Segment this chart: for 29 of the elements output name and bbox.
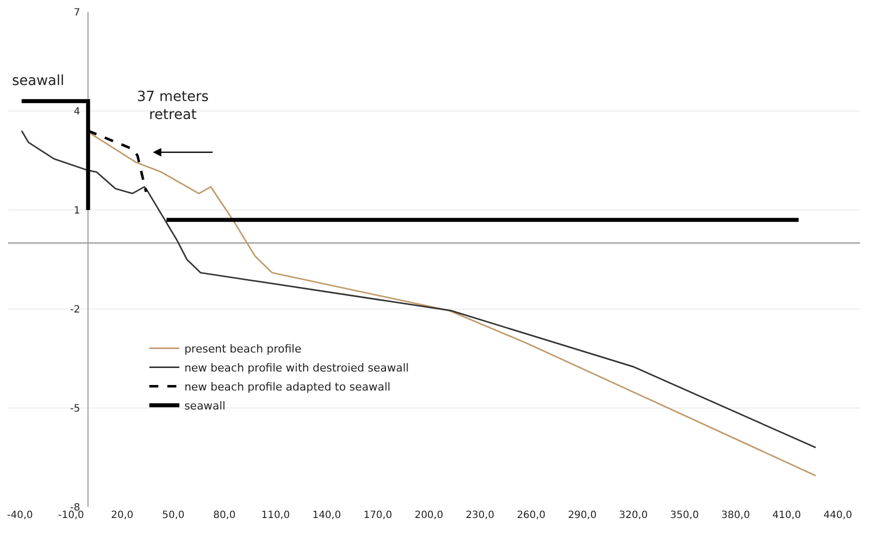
x-tick-label: 410,0 <box>772 510 802 521</box>
x-tick-label: -40,0 <box>6 510 33 521</box>
y-tick-label: -5 <box>70 404 80 414</box>
x-tick-label: 380,0 <box>721 510 750 521</box>
legend-label: new beach profile with destroied seawall <box>184 362 409 375</box>
y-tick-label: 7 <box>74 8 80 18</box>
x-tick-label: 350,0 <box>670 510 699 521</box>
y-tick-label: -2 <box>70 304 80 316</box>
y-tick-label: 1 <box>74 206 80 216</box>
annotation: 37 meters retreat <box>137 89 209 124</box>
x-tick-label: 170,0 <box>363 510 392 521</box>
x-tick-label: 440,0 <box>824 510 852 521</box>
x-tick-label: 260,0 <box>516 510 546 521</box>
legend-label: new beach profile adapted to seawall <box>184 380 390 394</box>
x-tick-label: 200,0 <box>414 510 444 521</box>
y-tick-label: 4 <box>74 106 80 118</box>
annotation: seawall <box>12 73 64 89</box>
line-series <box>20 130 816 448</box>
x-tick-label: 20,0 <box>111 510 134 521</box>
x-tick-label: 80,0 <box>213 510 236 521</box>
x-tick-label: 50,0 <box>162 510 184 521</box>
x-tick-label: 320,0 <box>619 510 648 521</box>
line-series <box>87 130 816 476</box>
x-tick-label: 230,0 <box>466 510 494 521</box>
x-tick-label: 140,0 <box>312 510 341 521</box>
x-tick-label: 110,0 <box>261 510 290 521</box>
legend-label: present beach profile <box>184 342 302 356</box>
legend-label: seawall <box>184 400 226 413</box>
x-tick-label: 290,0 <box>568 510 597 521</box>
